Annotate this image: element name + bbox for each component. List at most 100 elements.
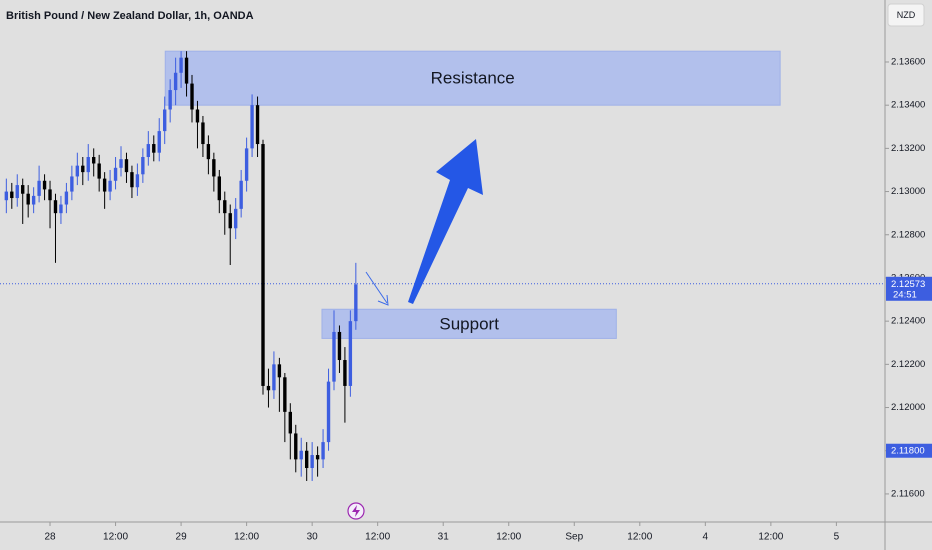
- candle-body: [173, 72, 178, 91]
- zone: [321, 308, 617, 339]
- candle-body: [332, 331, 336, 382]
- candle-body: [190, 83, 194, 110]
- candle-body: [108, 180, 112, 192]
- y-tick-label: 2.12000: [891, 402, 925, 413]
- small-arrow: [365, 271, 388, 304]
- candle-body: [102, 178, 107, 192]
- candle-body: [348, 321, 353, 386]
- candle-body: [294, 433, 298, 460]
- candle-body: [135, 174, 140, 188]
- candle-body: [86, 157, 90, 173]
- candle-body: [157, 131, 161, 153]
- candle-body: [31, 195, 36, 205]
- zone: [164, 50, 781, 106]
- candle-body: [195, 109, 200, 123]
- zone-label: Support: [439, 314, 499, 333]
- big-arrow: [408, 139, 483, 304]
- candle-body: [113, 167, 118, 181]
- chart-title: British Pound / New Zealand Dollar, 1h, …: [6, 10, 254, 22]
- candle-body: [261, 144, 265, 386]
- x-tick-label: 12:00: [365, 532, 390, 543]
- candle-body: [97, 163, 101, 179]
- y-tick-label: 2.13000: [891, 186, 925, 197]
- x-tick-label: 29: [176, 532, 188, 543]
- candle-body: [288, 411, 292, 434]
- candle-body: [266, 385, 271, 391]
- candle-body: [255, 105, 260, 145]
- candle-body: [184, 57, 189, 84]
- y-tick-label: 2.12200: [891, 359, 925, 370]
- candle-body: [10, 191, 14, 199]
- candle-body: [4, 191, 9, 201]
- candle-body: [168, 90, 172, 110]
- x-tick-label: 4: [703, 532, 709, 543]
- currency-box[interactable]: [887, 3, 925, 27]
- candle-body: [42, 180, 47, 190]
- alert-price-label: 2.11800: [891, 446, 925, 457]
- zone-label: Resistance: [431, 69, 515, 88]
- candle-body: [206, 144, 211, 160]
- candle-body: [70, 176, 74, 192]
- candle-body: [234, 208, 238, 229]
- candle-body: [163, 109, 167, 132]
- x-tick-label: 12:00: [103, 532, 128, 543]
- candle-body: [223, 200, 227, 214]
- candle-body: [277, 364, 282, 378]
- x-tick-label: 28: [44, 532, 56, 543]
- candle-body: [304, 450, 309, 469]
- last-price-label: 2.12573: [891, 279, 925, 290]
- candle-body: [212, 159, 216, 177]
- x-tick-label: 5: [834, 532, 840, 543]
- y-tick-label: 2.12400: [891, 316, 925, 327]
- candle-body: [201, 122, 205, 145]
- event-icon-bolt[interactable]: [352, 505, 360, 517]
- x-tick-label: 31: [438, 532, 450, 543]
- alert-price-box: [886, 443, 932, 458]
- candle-body: [337, 331, 342, 361]
- last-price-box: [886, 276, 932, 301]
- candle-body: [130, 172, 134, 188]
- candle-body: [81, 165, 85, 173]
- candle-body: [343, 360, 347, 386]
- x-tick-label: 12:00: [627, 532, 652, 543]
- candle-body: [217, 176, 222, 201]
- candle-body: [48, 189, 52, 201]
- candle-body: [21, 185, 25, 194]
- candle-body: [250, 105, 254, 149]
- y-tick-label: 2.12800: [891, 229, 925, 240]
- y-tick-label: 2.13200: [891, 143, 925, 154]
- x-tick-label: 12:00: [234, 532, 259, 543]
- candle-body: [15, 185, 19, 199]
- candle-body: [119, 159, 123, 168]
- candle-body: [92, 157, 96, 164]
- y-tick-label: 2.13400: [891, 100, 925, 111]
- candle-body: [321, 442, 325, 460]
- candle-body: [146, 144, 151, 158]
- candle-body: [179, 57, 183, 73]
- candle-body: [228, 213, 232, 229]
- candle-body: [152, 144, 156, 153]
- candle-body: [239, 180, 243, 209]
- candle-body: [283, 377, 287, 412]
- candle-body: [141, 157, 145, 175]
- candle-body: [272, 364, 276, 391]
- candle-body: [315, 455, 320, 460]
- y-tick-label: 2.13600: [891, 56, 925, 67]
- candle-body: [37, 180, 41, 196]
- x-tick-label: 30: [307, 532, 319, 543]
- candle-body: [75, 165, 80, 177]
- x-tick-label: 12:00: [758, 532, 783, 543]
- candle-body: [64, 191, 69, 205]
- x-tick-label: 12:00: [496, 532, 521, 543]
- candle-body: [326, 381, 331, 443]
- candle-body: [299, 450, 303, 460]
- candle-body: [354, 284, 358, 322]
- candle-body: [124, 159, 129, 173]
- currency-label[interactable]: NZD: [897, 10, 916, 20]
- candle-body: [310, 455, 314, 469]
- candle-body: [26, 193, 30, 205]
- candle-body: [53, 200, 58, 214]
- countdown-label: 24:51: [893, 289, 917, 300]
- small-arrow-head: [377, 294, 389, 306]
